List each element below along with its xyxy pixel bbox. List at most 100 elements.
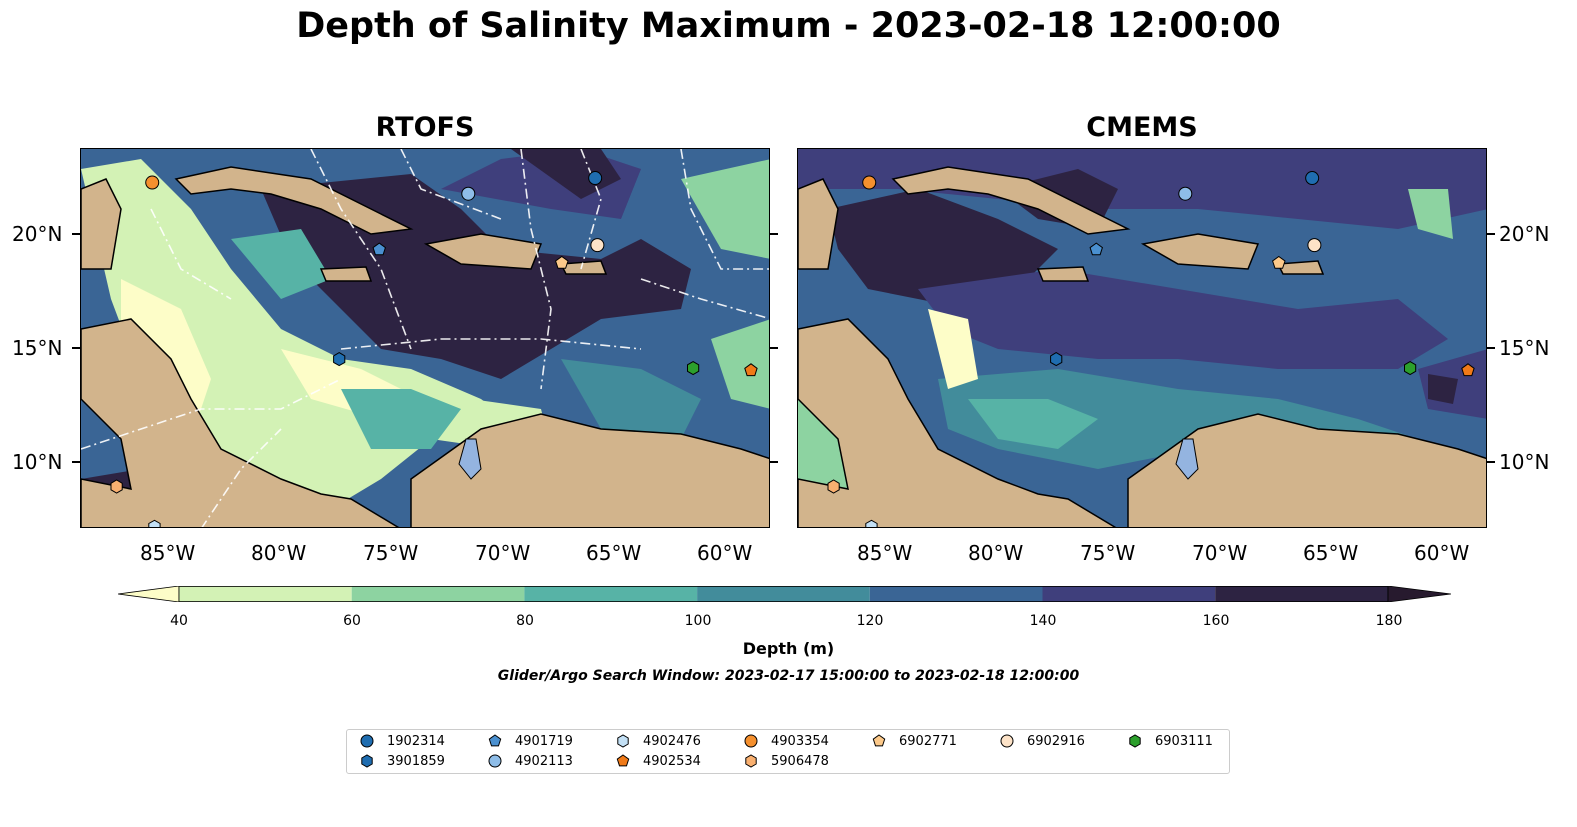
- circle-marker-icon: [744, 734, 758, 748]
- float-marker-6902916: [590, 238, 605, 253]
- lake-maracaibo-rtofs: [458, 438, 482, 480]
- hexagon-marker-icon: [617, 734, 629, 748]
- map-rtofs-canvas: [81, 149, 769, 527]
- tick-mark: [72, 233, 80, 235]
- depth-colorbar: [118, 586, 1451, 602]
- colorbar-tick-label: 180: [1375, 613, 1403, 629]
- panel-title-cmems: CMEMS: [1086, 112, 1198, 143]
- legend-item: 4902113: [487, 753, 573, 769]
- legend-label: 5906478: [771, 753, 829, 769]
- colorbar-tick-label: 60: [343, 613, 361, 629]
- float-marker-4901719: [1089, 242, 1103, 256]
- float-marker-6903111: [687, 361, 700, 376]
- legend-label: 4903354: [771, 733, 829, 749]
- lon-tick-label: 60°W: [1414, 541, 1470, 565]
- map-cmems: [797, 148, 1487, 528]
- float-marker-4902113: [461, 186, 476, 201]
- float-legend: 1902314 3901859 4901719 4902113 4902476 …: [346, 729, 1230, 774]
- lon-tick-label: 85°W: [857, 541, 913, 565]
- legend-item: 6902771: [871, 733, 957, 749]
- legend-item: 4903354: [743, 733, 829, 749]
- float-marker-6902916: [1307, 238, 1322, 253]
- lon-tick-label: 75°W: [363, 541, 419, 565]
- legend-label: 3901859: [387, 753, 445, 769]
- lon-tick-label: 85°W: [140, 541, 196, 565]
- colorbar-tick-label: 40: [170, 613, 188, 629]
- legend-item: 6902916: [999, 733, 1085, 749]
- colorbar-segment: [869, 586, 1043, 602]
- lat-tick-label: 15°N: [1499, 336, 1550, 360]
- legend-item: 1902314: [359, 733, 445, 749]
- colorbar-extend-low: [118, 586, 180, 602]
- float-marker-1902314: [1305, 171, 1320, 186]
- lon-tick-label: 80°W: [251, 541, 307, 565]
- float-markers-cmems: [827, 171, 1475, 527]
- figure-title: Depth of Salinity Maximum - 2023-02-18 1…: [296, 6, 1281, 46]
- float-marker-6902771: [1272, 255, 1286, 269]
- lat-tick-label: 20°N: [12, 222, 63, 246]
- search-window-note: Glider/Argo Search Window: 2023-02-17 15…: [497, 668, 1080, 684]
- float-marker-4901719: [372, 242, 386, 256]
- float-marker-1902314: [588, 171, 603, 186]
- float-marker-4902476: [865, 519, 878, 527]
- colorbar-tick-label: 160: [1202, 613, 1230, 629]
- legend-label: 6902771: [899, 733, 957, 749]
- float-marker-4902476: [148, 519, 161, 527]
- circle-marker-icon: [488, 754, 502, 768]
- colorbar-segment: [697, 586, 870, 602]
- colorbar-extend-high: [1387, 586, 1451, 602]
- float-markers-rtofs: [110, 171, 758, 527]
- map-cmems-canvas: [798, 149, 1486, 527]
- land-cmems: [798, 166, 1486, 527]
- float-marker-5906478: [110, 479, 123, 494]
- legend-item: 4902534: [615, 753, 701, 769]
- legend-label: 4902476: [643, 733, 701, 749]
- argo-tracks-rtofs: [81, 149, 769, 527]
- legend-label: 4902113: [515, 753, 573, 769]
- hexagon-marker-icon: [745, 754, 757, 768]
- legend-item: 4902476: [615, 733, 701, 749]
- lon-tick-label: 65°W: [586, 541, 642, 565]
- lon-tick-label: 70°W: [475, 541, 531, 565]
- legend-item: 6903111: [1127, 733, 1213, 749]
- colorbar-segment: [1215, 586, 1388, 602]
- lon-tick-label: 80°W: [968, 541, 1024, 565]
- legend-label: 1902314: [387, 733, 445, 749]
- float-marker-4902534: [1461, 363, 1475, 377]
- legend-label: 6902916: [1027, 733, 1085, 749]
- float-marker-3901859: [333, 352, 346, 367]
- circle-marker-icon: [1000, 734, 1014, 748]
- lake-maracaibo-cmems: [1175, 438, 1199, 480]
- float-marker-6903111: [1404, 361, 1417, 376]
- lon-tick-label: 75°W: [1080, 541, 1136, 565]
- colorbar-segment: [524, 586, 698, 602]
- float-marker-4903354: [145, 175, 160, 190]
- circle-marker-icon: [360, 734, 374, 748]
- colorbar-tick-label: 100: [684, 613, 712, 629]
- float-marker-4902534: [744, 363, 758, 377]
- lon-tick-label: 65°W: [1303, 541, 1359, 565]
- float-marker-5906478: [827, 479, 840, 494]
- legend-item: 4901719: [487, 733, 573, 749]
- tick-mark: [1487, 347, 1495, 349]
- lat-tick-label: 10°N: [1499, 450, 1550, 474]
- lat-tick-label: 20°N: [1499, 222, 1550, 246]
- float-marker-4903354: [862, 175, 877, 190]
- pentagon-marker-icon: [872, 734, 886, 747]
- legend-label: 4902534: [643, 753, 701, 769]
- lon-tick-label: 70°W: [1192, 541, 1248, 565]
- colorbar-segment: [179, 586, 352, 602]
- legend-item: 5906478: [743, 753, 829, 769]
- lon-tick-label: 60°W: [697, 541, 753, 565]
- land-rtofs: [81, 166, 769, 527]
- tick-mark: [1487, 233, 1495, 235]
- colorbar-tick-label: 140: [1029, 613, 1057, 629]
- legend-label: 4901719: [515, 733, 573, 749]
- colorbar-title: Depth (m): [742, 639, 835, 658]
- tick-mark: [1487, 461, 1495, 463]
- colorbar-frame: [178, 586, 1389, 602]
- tick-mark: [770, 461, 778, 463]
- float-marker-4902113: [1178, 186, 1193, 201]
- legend-item: 3901859: [359, 753, 445, 769]
- tick-mark: [770, 233, 778, 235]
